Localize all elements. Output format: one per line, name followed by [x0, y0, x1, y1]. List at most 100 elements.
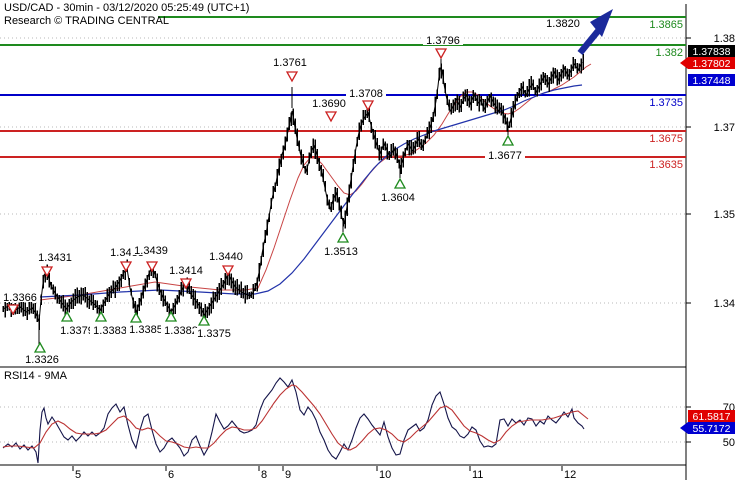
pivot-label: 1.3735 [649, 97, 683, 109]
pivot-low-marker [94, 310, 108, 322]
pivot-high-marker [434, 48, 448, 60]
pivot-low-label: 1.3375 [197, 328, 231, 340]
label-backdrop [309, 98, 349, 108]
price-value-tag-text: 1.37838 [693, 46, 731, 58]
label-backdrop [57, 325, 97, 335]
time-axis-label: 12 [564, 469, 576, 480]
pivot-low-marker [501, 134, 515, 146]
label-backdrop [161, 325, 201, 335]
pivot-high-marker [179, 278, 193, 290]
label-backdrop [423, 35, 463, 45]
projection-arrow-shaft [577, 28, 601, 56]
price-axis-label: 1.35 [714, 209, 735, 221]
pivot-low-label: 1.3604 [381, 192, 415, 204]
chart-title: USD/CAD - 30min - 03/12/2020 05:25:49 (U… [4, 2, 250, 14]
pivot-high-label: 1.3440 [209, 251, 243, 263]
resistance-label: 1.3865 [649, 19, 683, 31]
label-backdrop [166, 265, 206, 275]
label-backdrop [126, 324, 166, 334]
research-watermark: Research © TRADING CENTRAL [4, 15, 169, 27]
rsi-axis-label: 50 [723, 437, 735, 449]
price-value-tag [688, 74, 735, 86]
label-backdrop [107, 247, 147, 257]
pivot-low-label: 1.3326 [25, 354, 59, 366]
pivot-high-marker [361, 100, 375, 112]
label-backdrop [644, 19, 684, 30]
rsi-value-tag [688, 422, 735, 434]
support-label: 1.3675 [649, 133, 683, 145]
price-value-tag [688, 45, 735, 57]
label-backdrop [22, 354, 62, 364]
label-backdrop [194, 328, 234, 338]
rsi-value-tag-text: 55.7172 [693, 423, 731, 435]
pivot-high-label: 1.3414 [169, 265, 203, 277]
pivot-low-label: 1.3385 [129, 324, 163, 336]
pivot-low-label: 1.3677 [488, 150, 522, 162]
price-tag-arrow [680, 57, 688, 69]
pivot-high-marker [119, 261, 133, 273]
pivot-high-marker [145, 261, 159, 273]
price-axis-label: 1.37 [714, 122, 735, 134]
pivot-low-marker [129, 311, 143, 323]
pivot-high-label: 1.3366 [3, 292, 37, 304]
pivot-low-label: 1.3382 [164, 325, 198, 337]
label-backdrop [321, 246, 361, 256]
time-axis-label: 5 [75, 469, 81, 480]
label-backdrop [346, 88, 386, 98]
rsi-tag-arrow [680, 422, 688, 434]
pivot-low-marker [336, 231, 350, 243]
rsi-ma-line [2, 384, 589, 451]
label-backdrop [0, 292, 40, 302]
time-axis-label: 8 [261, 469, 267, 480]
pivot-low-marker [164, 310, 178, 322]
pivot-high-label: 1.3708 [349, 88, 383, 100]
label-backdrop [90, 325, 130, 335]
rsi-line [2, 377, 585, 464]
rsi-value-tag [688, 410, 735, 422]
candlestick-bars [2, 54, 584, 330]
label-backdrop [35, 252, 75, 262]
label-backdrop [270, 57, 310, 67]
projection-target-label: 1.3820 [546, 18, 580, 30]
pivot-high-label: 1.3761 [273, 57, 307, 69]
resistance-label: 1.382 [655, 47, 683, 59]
price-value-tag [688, 57, 735, 69]
projection-arrow-head [590, 9, 613, 37]
pivot-high-marker [324, 111, 338, 123]
pivot-low-marker [197, 314, 211, 326]
label-backdrop [644, 133, 684, 144]
label-backdrop [206, 251, 246, 261]
pivot-low-label: 1.3383 [93, 325, 127, 337]
pivot-low-marker [393, 177, 407, 189]
ma-fast-line [2, 63, 592, 302]
price-value-tag-text: 1.37448 [693, 75, 731, 87]
label-backdrop [644, 47, 684, 58]
time-axis-label: 6 [168, 469, 174, 480]
pivot-high-marker [221, 265, 235, 277]
price-value-tag-text: 1.37802 [693, 58, 731, 70]
label-backdrop [644, 159, 684, 170]
label-backdrop [485, 150, 525, 160]
label-backdrop [378, 192, 418, 202]
pivot-low-label: 1.3379 [60, 325, 94, 337]
pivot-low-marker [33, 341, 47, 353]
pivot-low-label: 1.3513 [324, 246, 358, 258]
label-backdrop [131, 245, 171, 255]
label-backdrop [644, 97, 684, 108]
rsi-value-tag-text: 61.5817 [693, 411, 731, 423]
time-axis-label: 9 [285, 469, 291, 480]
price-axis-label: 1.34 [714, 298, 735, 310]
pivot-high-label: 1.3796 [426, 35, 460, 47]
pivot-high-marker [6, 304, 20, 316]
pivot-high-label: 1.3690 [312, 98, 346, 110]
time-axis-label: 11 [472, 469, 483, 480]
time-axis-label: 10 [379, 469, 391, 480]
price-axis-label: 1.38 [714, 33, 735, 45]
support-label: 1.3635 [649, 159, 683, 171]
pivot-low-marker [60, 310, 74, 322]
pivot-high-marker [285, 71, 299, 83]
pivot-high-marker [40, 266, 54, 278]
pivot-high-label: 1.3439 [134, 245, 168, 257]
